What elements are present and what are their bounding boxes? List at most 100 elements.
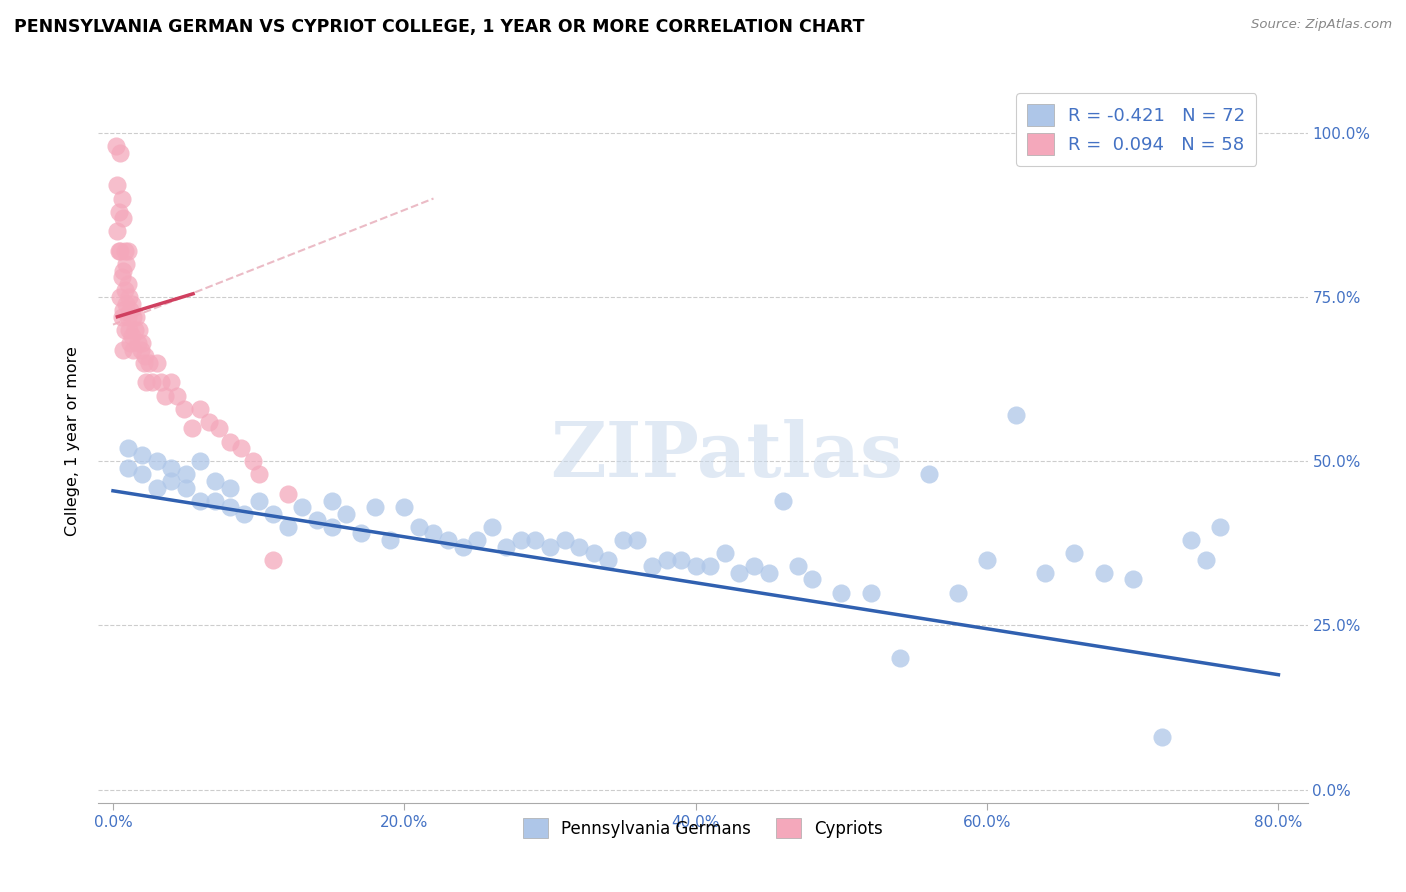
Point	[112, 211, 135, 226]
Point	[242, 454, 264, 468]
Point	[626, 533, 648, 547]
Point	[1150, 730, 1173, 744]
Point	[918, 467, 941, 482]
Point	[115, 257, 138, 271]
Point	[112, 343, 135, 357]
Point	[699, 559, 721, 574]
Point	[160, 376, 183, 390]
Point	[758, 566, 780, 580]
Point	[117, 460, 139, 475]
Point	[554, 533, 576, 547]
Point	[208, 421, 231, 435]
Point	[174, 467, 197, 482]
Point	[141, 376, 163, 390]
Point	[598, 553, 620, 567]
Point	[150, 376, 173, 390]
Point	[218, 481, 240, 495]
Point	[218, 434, 240, 449]
Legend: Pennsylvania Germans, Cypriots: Pennsylvania Germans, Cypriots	[516, 812, 890, 845]
Point	[218, 500, 240, 515]
Point	[233, 507, 256, 521]
Point	[1063, 546, 1085, 560]
Point	[641, 559, 664, 574]
Point	[174, 481, 197, 495]
Point	[160, 474, 183, 488]
Point	[1092, 566, 1115, 580]
Point	[114, 323, 136, 337]
Point	[122, 343, 145, 357]
Point	[124, 323, 146, 337]
Point	[786, 559, 808, 574]
Point	[131, 467, 153, 482]
Point	[437, 533, 460, 547]
Point	[655, 553, 678, 567]
Point	[305, 513, 328, 527]
Text: Source: ZipAtlas.com: Source: ZipAtlas.com	[1251, 18, 1392, 31]
Point	[538, 540, 561, 554]
Point	[114, 244, 136, 258]
Point	[204, 474, 226, 488]
Point	[134, 349, 156, 363]
Point	[495, 540, 517, 554]
Point	[108, 204, 131, 219]
Point	[112, 303, 135, 318]
Point	[231, 441, 253, 455]
Point	[190, 401, 212, 416]
Text: ZIPatlas: ZIPatlas	[551, 419, 904, 493]
Point	[1194, 553, 1216, 567]
Point	[714, 546, 737, 560]
Point	[110, 145, 132, 160]
Point	[114, 284, 136, 298]
Point	[204, 493, 226, 508]
Point	[190, 454, 212, 468]
Point	[1122, 573, 1144, 587]
Point	[128, 323, 150, 337]
Point	[277, 487, 299, 501]
Point	[669, 553, 692, 567]
Point	[422, 526, 444, 541]
Point	[568, 540, 591, 554]
Point	[118, 323, 141, 337]
Point	[350, 526, 373, 541]
Y-axis label: College, 1 year or more: College, 1 year or more	[65, 347, 80, 536]
Point	[1209, 520, 1232, 534]
Point	[120, 336, 142, 351]
Point	[394, 500, 416, 515]
Point	[685, 559, 707, 574]
Point	[1180, 533, 1202, 547]
Point	[262, 507, 284, 521]
Point	[112, 264, 135, 278]
Point	[121, 296, 143, 310]
Point	[335, 507, 357, 521]
Point	[122, 310, 145, 324]
Point	[110, 290, 132, 304]
Point	[111, 310, 134, 324]
Point	[801, 573, 824, 587]
Point	[524, 533, 547, 547]
Point	[117, 441, 139, 455]
Point	[262, 553, 284, 567]
Point	[976, 553, 998, 567]
Point	[859, 585, 882, 599]
Point	[117, 277, 139, 291]
Point	[1005, 409, 1028, 423]
Point	[131, 336, 153, 351]
Point	[118, 290, 141, 304]
Point	[145, 454, 167, 468]
Point	[166, 388, 188, 402]
Point	[125, 310, 148, 324]
Point	[612, 533, 634, 547]
Point	[110, 244, 132, 258]
Point	[145, 356, 167, 370]
Point	[104, 139, 127, 153]
Point	[291, 500, 314, 515]
Point	[465, 533, 488, 547]
Point	[408, 520, 430, 534]
Point	[117, 244, 139, 258]
Point	[321, 520, 343, 534]
Point	[120, 303, 142, 318]
Point	[173, 401, 195, 416]
Point	[509, 533, 531, 547]
Point	[247, 493, 270, 508]
Point	[127, 336, 149, 351]
